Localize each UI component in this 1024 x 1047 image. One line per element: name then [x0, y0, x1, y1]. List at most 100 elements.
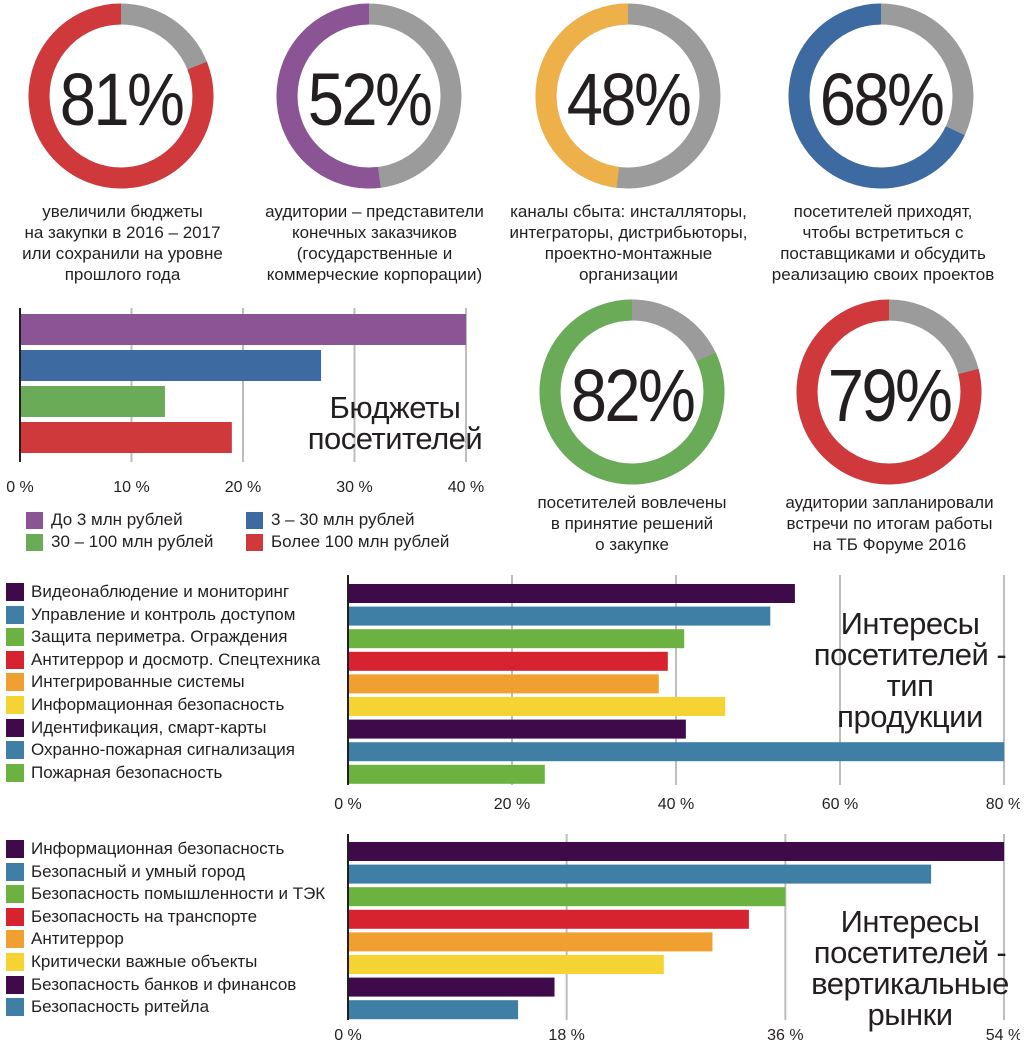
category-item-4: Безопасность на транспорте	[6, 906, 257, 928]
category-label: Идентификация, смарт-карты	[31, 717, 267, 737]
category-item-8: Безопасность ритейла	[6, 996, 209, 1018]
category-label: Защита периметра. Ограждения	[31, 627, 288, 647]
category-item-5: Интегрированные системы	[6, 671, 245, 693]
category-item-4: Антитеррор и досмотр. Спецтехника	[6, 649, 320, 671]
category-swatch	[6, 763, 24, 782]
donut-value-label: 52%	[307, 58, 433, 141]
category-swatch	[6, 998, 24, 1017]
x-tick-label: 20 %	[225, 479, 261, 496]
legend-label: 3 – 30 млн рублей	[271, 510, 415, 529]
category-label: Охранно-пожарная сигнализация	[31, 740, 295, 760]
budgets-bar-chart: 0 % 10 % 20 % 30 % 40 %	[6, 308, 484, 496]
legend-item-4: Более 100 млн рублей	[246, 531, 449, 553]
category-label: Безопасность банков и финансов	[31, 974, 297, 994]
donut-caption-6: аудитории запланировали встречи по итога…	[785, 493, 994, 554]
category-item-7: Идентификация, смарт-карты	[6, 717, 266, 739]
donut-value-arc	[276, 3, 462, 189]
category-label: Управление и контроль доступом	[31, 604, 296, 624]
legend-swatch	[246, 511, 263, 529]
category-item-1: Информационная безопасность	[6, 838, 284, 860]
category-label: Информационная безопасность	[31, 695, 285, 714]
category-swatch	[6, 953, 24, 971]
donut-value-label: 82%	[570, 354, 696, 437]
category-swatch	[6, 885, 24, 904]
donut-value-label: 68%	[819, 58, 945, 141]
category-swatch	[6, 741, 24, 760]
product-type-bar-chart: 0 % 20 % 40 % 60 % 80 %	[334, 575, 1020, 813]
category-swatch	[6, 975, 24, 994]
x-tick-label: 0 %	[334, 796, 362, 813]
bar-8	[348, 742, 1004, 762]
category-label: Антитеррор	[31, 929, 124, 949]
donut-chart-6: 79%	[789, 296, 989, 496]
donut-value-arc	[796, 299, 982, 485]
category-item-8: Охранно-пожарная сигнализация	[6, 739, 295, 761]
donut-caption-2: аудитории – представители конечных заказ…	[265, 202, 484, 284]
category-item-9: Пожарная безопасность	[6, 762, 222, 784]
bar-3	[348, 887, 786, 907]
budgets-chart-title: Бюджеты посетителей	[307, 390, 483, 456]
category-label: Безопасность на транспорте	[31, 906, 258, 926]
legend-item-3: 30 – 100 млн рублей	[26, 531, 213, 553]
x-tick-label: 20 %	[494, 796, 530, 813]
donut-chart-5: 82%	[532, 296, 732, 496]
category-label: Критически важные объекты	[31, 952, 258, 971]
bar-1	[348, 842, 1004, 861]
donut-value-arc	[539, 299, 725, 485]
x-tick-label: 10 %	[113, 479, 149, 496]
bar-2	[20, 350, 322, 381]
x-tick-label: 40 %	[658, 796, 694, 813]
bar-6	[348, 697, 726, 716]
legend-item-1: До 3 млн рублей	[26, 509, 183, 531]
category-swatch	[6, 605, 24, 624]
bar-7	[348, 719, 686, 739]
donut-chart-4: 68%	[781, 0, 981, 200]
category-item-2: Безопасный и умный город	[6, 861, 245, 883]
donut-caption-5: посетителей вовлечены в принятие решений…	[537, 493, 727, 554]
category-label: Интегрированные системы	[31, 672, 245, 692]
category-label: Видеонаблюдение и мониторинг	[31, 582, 290, 601]
bar-1	[348, 584, 795, 603]
x-tick-label: 54 %	[986, 1027, 1020, 1044]
donut-value-label: 79%	[827, 354, 953, 437]
legend-label: Более 100 млн рублей	[271, 532, 450, 551]
category-item-7: Безопасность банков и финансов	[6, 974, 296, 996]
bar-5	[348, 674, 659, 694]
legend-item-2: 3 – 30 млн рублей	[246, 509, 415, 531]
x-tick-label: 60 %	[822, 796, 858, 813]
category-item-3: Защита периметра. Ограждения	[6, 626, 287, 648]
category-item-6: Информационная безопасность	[6, 694, 284, 716]
donut-value-label: 48%	[566, 58, 692, 141]
category-label: Безопасность ритейла	[31, 997, 210, 1017]
category-label: Пожарная безопасность	[31, 762, 223, 782]
category-item-5: Антитеррор	[6, 928, 124, 950]
bar-3	[20, 386, 165, 417]
bar-4	[20, 422, 232, 453]
x-tick-label: 0 %	[334, 1027, 362, 1044]
category-item-1: Видеонаблюдение и мониторинг	[6, 581, 289, 603]
category-label: Безопасный и умный город	[31, 861, 246, 881]
donut-chart-2: 52%	[269, 0, 469, 200]
category-item-3: Безопасность помышленности и ТЭК	[6, 883, 325, 905]
vertical-markets-chart-title: Интересы посетителей - вертикальные рынк…	[811, 904, 1009, 1032]
category-swatch	[6, 628, 24, 647]
category-label: Антитеррор и досмотр. Спецтехника	[31, 649, 321, 669]
legend-swatch	[26, 533, 43, 551]
product-type-chart-title: Интересы посетителей - тип продукции	[813, 606, 1007, 734]
donut-value-arc	[28, 3, 214, 189]
category-swatch	[6, 650, 24, 669]
bar-1	[20, 314, 466, 345]
donut-chart-1: 81%	[21, 0, 221, 200]
bar-5	[348, 932, 713, 952]
bar-6	[348, 955, 664, 974]
vertical-markets-bar-chart: 0 % 18 % 36 % 54 %	[334, 834, 1020, 1044]
category-swatch	[6, 907, 24, 926]
category-item-2: Управление и контроль доступом	[6, 604, 295, 626]
category-swatch	[6, 583, 24, 601]
legend-label: До 3 млн рублей	[51, 510, 183, 529]
category-label: Информационная безопасность	[31, 839, 285, 858]
x-tick-label: 30 %	[336, 479, 372, 496]
x-tick-label: 80 %	[986, 796, 1020, 813]
donut-value-arc	[535, 3, 721, 189]
category-swatch	[6, 673, 24, 692]
